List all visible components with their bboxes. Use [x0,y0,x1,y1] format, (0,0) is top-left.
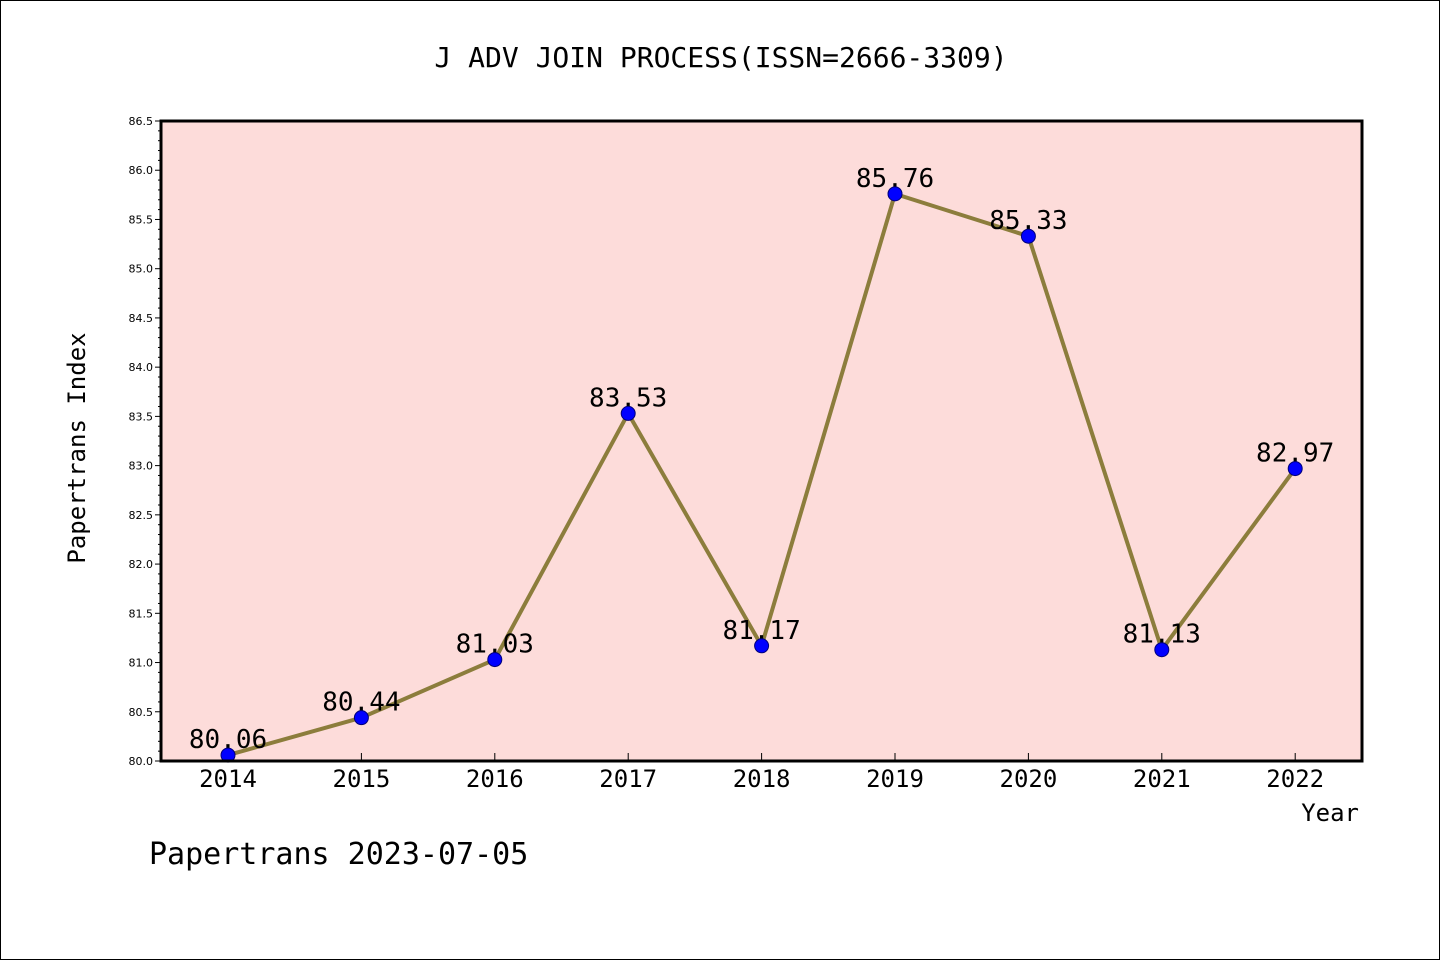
x-tick-label: 2020 [1000,765,1058,793]
x-tick-label: 2019 [866,765,924,793]
data-point [754,638,770,654]
y-tick-label: 85.0 [129,263,154,276]
y-axis-label: Papertrans Index [63,332,91,563]
data-point [1154,642,1170,658]
y-tick-label: 86.5 [129,115,154,128]
plot-border [159,119,1364,763]
x-tick-label: 2015 [333,765,391,793]
y-tick-label: 80.0 [129,755,154,768]
y-tick-label: 82.0 [129,558,154,571]
series-layer: 80.0680.4481.0383.5381.1785.7685.3381.13… [189,164,1334,763]
y-tick-label: 83.0 [129,460,154,473]
plot-area [161,121,1362,761]
y-tick-label: 82.5 [129,509,154,522]
chart-title: J ADV JOIN PROCESS(ISSN=2666-3309) [434,41,1007,74]
y-tick-label: 85.5 [129,213,154,226]
x-tick-label: 2017 [599,765,657,793]
x-tick-label: 2022 [1266,765,1324,793]
y-axis: 80.0 80.5 81.0 81.5 82.0 82.5 83.0 83.5 84.0 84.5… [129,115,161,768]
y-tick-label: 84.0 [129,361,154,374]
x-axis: 2014 2015 2016 2017 2018 2019 2020 2021 2022 [199,753,1324,793]
data-point [353,710,369,726]
x-tick-label: 2018 [733,765,791,793]
data-point [1020,228,1036,244]
y-tick-label: 81.0 [129,657,154,670]
y-tick-label: 81.5 [129,607,154,620]
y-tick-label: 80.5 [129,706,154,719]
data-point [620,405,636,421]
data-point [1287,461,1303,477]
x-tick-label: 2021 [1133,765,1191,793]
x-axis-label: Year [1301,799,1359,827]
data-point [887,186,903,202]
y-tick-label: 84.5 [129,312,154,325]
y-tick-label: 83.5 [129,410,154,423]
x-tick-label: 2014 [199,765,257,793]
y-tick-label: 86.0 [129,164,154,177]
data-point [487,652,503,668]
footer-text: Papertrans 2023-07-05 [149,837,528,872]
x-tick-label: 2016 [466,765,524,793]
